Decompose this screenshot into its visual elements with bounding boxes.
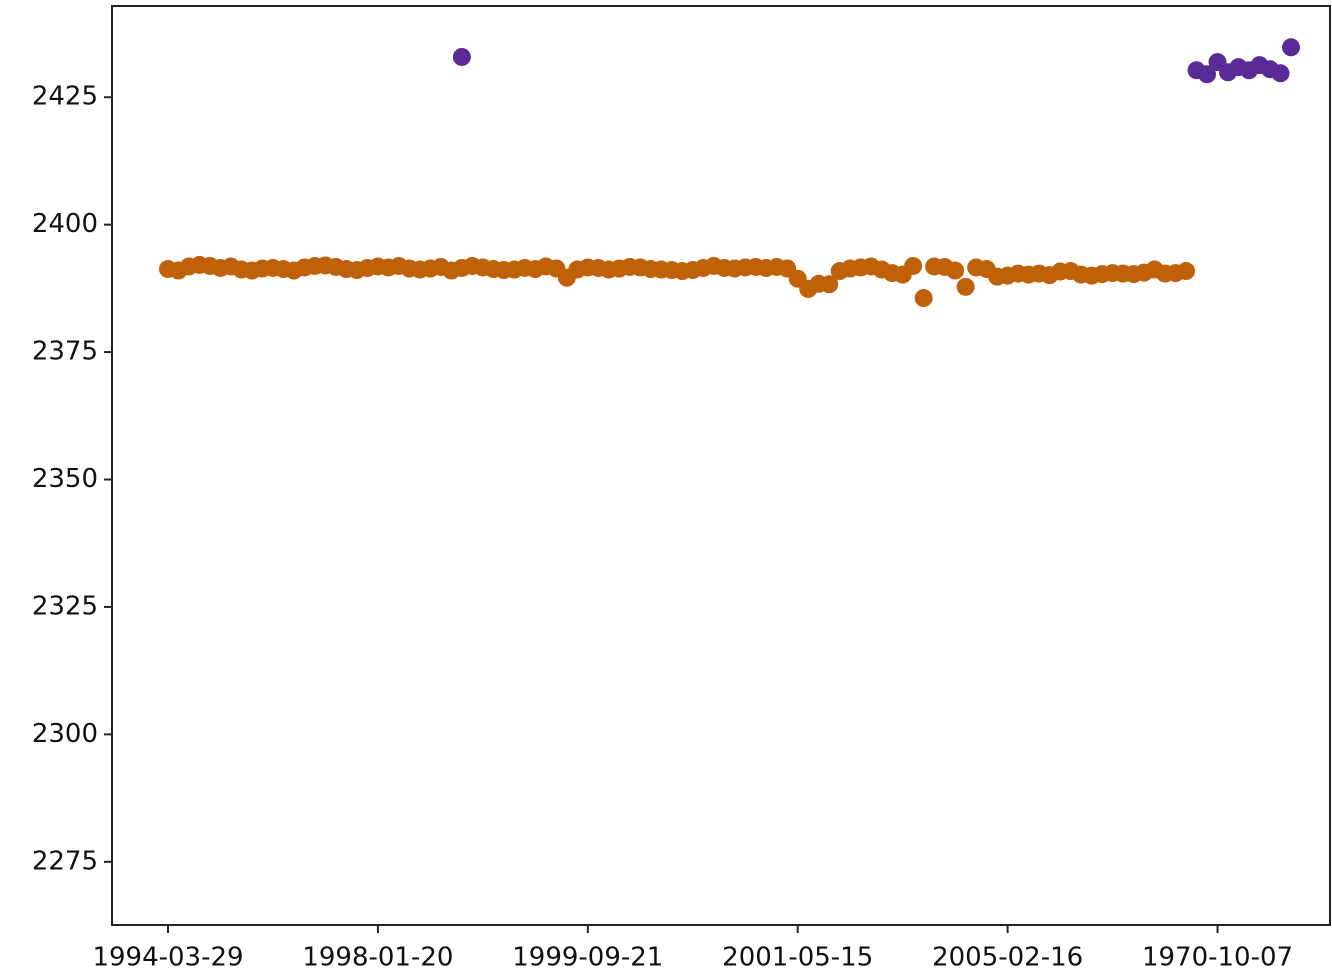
y-tick-label: 2325 [32, 591, 98, 621]
x-tick-label: 1998-01-20 [302, 943, 453, 973]
point [1198, 65, 1217, 84]
x-tick-label: 2001-05-15 [722, 943, 873, 973]
point [452, 47, 471, 66]
y-tick-label: 2350 [32, 464, 98, 494]
plot-frame [111, 5, 1331, 926]
point [1282, 38, 1300, 57]
x-tick-label: 1994-03-29 [92, 943, 243, 973]
x-tick-label: 2005-02-16 [932, 943, 1083, 973]
y-tick-label: 2300 [32, 719, 98, 749]
point [904, 256, 923, 275]
y-tick-label: 2425 [32, 82, 98, 112]
point [956, 277, 975, 296]
x-tick-label: 1970-10-07 [1142, 943, 1293, 973]
y-tick-label: 2375 [32, 337, 98, 367]
point [820, 275, 839, 294]
point [1271, 64, 1290, 83]
y-tick-label: 2275 [32, 846, 98, 876]
point [946, 261, 965, 280]
x-tick-label: 1999-09-21 [512, 943, 663, 973]
point [1177, 262, 1196, 281]
y-tick-label: 2400 [32, 209, 98, 239]
point [914, 289, 933, 308]
